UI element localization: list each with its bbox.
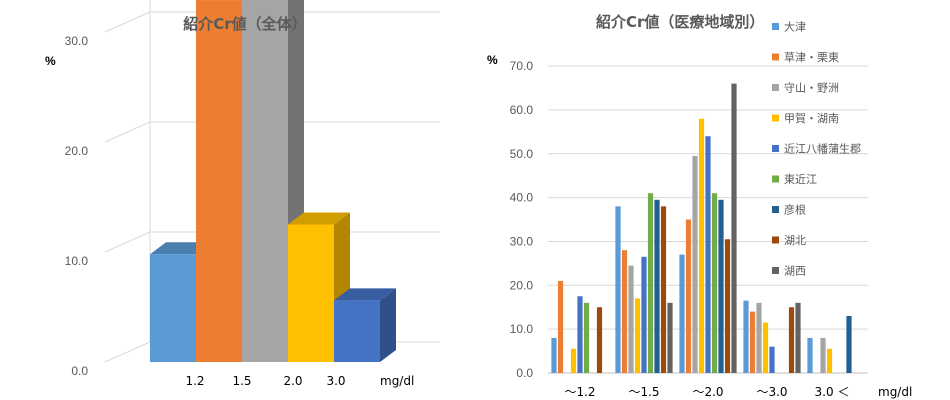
legend-label: 湖北 [784,234,806,247]
legend-swatch [772,206,779,213]
legend-label: 甲賀・湖南 [784,112,839,125]
right-bar [749,311,756,373]
left-x-tick-label: 1.2 [185,374,204,388]
left-grid-diagonal [104,231,151,253]
right-y-tick-label: 40.0 [510,191,534,205]
left-x-tick-label: 2.0 [283,374,302,388]
left-bar [150,254,196,362]
legend-swatch [772,175,779,183]
legend-swatch [772,84,779,91]
right-x-tick-label: ～1.2 [564,385,595,399]
legend-swatch [772,145,779,152]
right-chart-title: 紹介Cr値（医療地域別） [596,13,764,31]
legend-swatch [772,53,779,61]
left-bar-top [334,288,396,301]
left-x-tick-label: 1.5 [232,374,251,388]
legend-swatch [772,23,779,30]
right-bar [615,206,621,373]
left-x-axis-unit: mg/dl [380,374,414,388]
legend-label: 大津 [784,20,806,34]
left-y-tick-label: 10.0 [65,254,89,268]
right-bar [769,346,775,373]
right-y-tick-label: 0.0 [516,366,533,380]
right-bar [826,348,833,373]
legend-label: 草津・栗東 [784,51,839,64]
right-bar [570,348,577,373]
right-bar [679,254,685,373]
right-bar [634,298,641,373]
left-grid-diagonal [104,121,151,143]
left-grid-diagonal [104,11,151,33]
right-bar [795,302,801,373]
right-bar [788,307,795,373]
left-bar-side [380,288,396,362]
left-y-tick-label: 0.0 [71,364,88,378]
right-bar [583,302,590,373]
right-bar [743,300,749,373]
left-grid-diagonal [104,341,151,363]
right-bar [705,136,711,373]
right-bar [551,337,557,373]
right-bar [846,315,852,373]
right-bar [756,302,762,373]
left-bar [288,224,334,362]
legend-swatch [772,267,779,274]
right-bar [724,239,731,373]
right-bar [698,118,705,373]
right-bar [628,265,634,373]
left-y-tick-label: 30.0 [65,34,89,48]
right-x-tick-label: 3.0 ＜ [815,385,850,399]
right-bar [577,296,583,373]
left-bar [334,300,380,362]
right-bar [807,337,813,373]
left-bar [196,0,242,362]
right-bar [647,193,654,373]
left-bar-top [288,212,350,225]
right-x-tick-label: ～1.5 [628,385,659,399]
right-x-tick-label: ～3.0 [756,385,787,399]
legend-label: 近江八幡蒲生郡 [784,142,861,156]
right-bar [685,219,692,373]
right-bar [667,302,673,373]
right-bar [596,307,603,373]
left-y-axis-unit: % [45,54,56,68]
legend-label: 東近江 [784,173,817,186]
right-bar [641,256,647,373]
left-bar [242,0,288,362]
right-bar [654,199,660,373]
right-bar [621,250,628,373]
right-bar [711,193,718,373]
left-chart-title: 紹介Cr値（全体） [183,15,306,33]
left-y-tick-label: 20.0 [65,144,89,158]
legend-label: 守山・野洲 [784,81,839,95]
right-bar [762,322,769,373]
right-x-tick-label: ～2.0 [692,385,723,399]
right-bar [557,280,564,373]
left-x-tick-label: 3.0 [326,374,345,388]
right-y-tick-label: 60.0 [510,103,534,117]
legend-label: 湖西 [784,265,806,278]
legend-swatch [772,236,779,244]
right-bar [820,337,826,373]
right-y-axis-unit: % [487,53,498,67]
right-bar [718,199,724,373]
right-bar [660,206,667,373]
right-bar [731,83,737,373]
right-y-tick-label: 10.0 [510,322,534,336]
right-y-tick-label: 20.0 [510,278,534,292]
right-bar [692,155,698,373]
right-y-tick-label: 50.0 [510,147,534,161]
legend-label: 彦根 [784,203,806,217]
right-x-axis-unit: mg/dl [878,385,912,399]
right-y-tick-label: 70.0 [510,59,534,73]
right-y-tick-label: 30.0 [510,234,534,248]
legend-swatch [772,114,779,122]
